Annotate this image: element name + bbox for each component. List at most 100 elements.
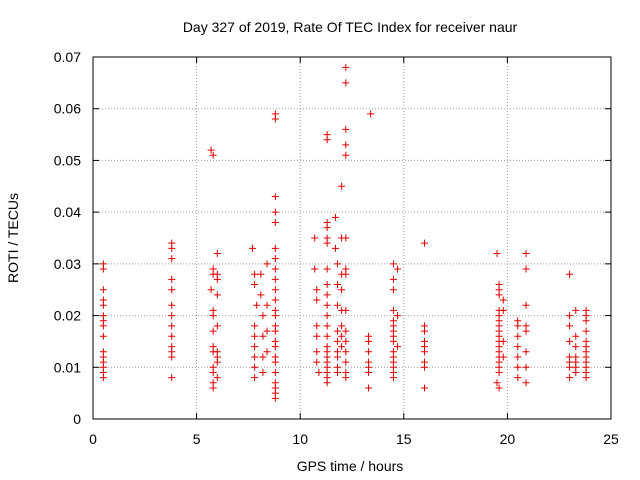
data-points — [99, 63, 590, 402]
data-point — [522, 327, 530, 335]
data-point — [313, 348, 321, 356]
data-point — [421, 363, 429, 371]
data-point — [99, 374, 107, 382]
data-point — [311, 234, 319, 242]
data-point — [365, 368, 373, 376]
data-point — [271, 394, 279, 402]
data-point — [323, 291, 331, 299]
data-point — [271, 296, 279, 304]
data-point — [263, 327, 271, 335]
data-point — [365, 348, 373, 356]
data-point — [271, 327, 279, 335]
data-point — [259, 353, 267, 361]
data-point — [213, 275, 221, 283]
data-point — [207, 286, 215, 294]
data-point — [168, 275, 176, 283]
data-point — [495, 368, 503, 376]
data-point — [582, 374, 590, 382]
chart-title: Day 327 of 2019, Rate Of TEC Index for r… — [183, 19, 518, 35]
data-point — [251, 374, 259, 382]
data-point — [168, 374, 176, 382]
x-tick-label: 10 — [292, 431, 308, 447]
data-point — [342, 306, 350, 314]
data-point — [168, 332, 176, 340]
data-point — [315, 368, 323, 376]
data-point — [333, 353, 341, 361]
x-tick-label: 0 — [89, 431, 97, 447]
data-point — [493, 379, 501, 387]
data-point — [271, 218, 279, 226]
data-point — [572, 306, 580, 314]
plot-frame — [92, 56, 612, 420]
data-point — [342, 270, 350, 278]
data-point — [251, 353, 259, 361]
y-tick-label: 0.02 — [54, 308, 81, 324]
y-axis-label: ROTI / TECUs — [5, 193, 21, 283]
data-point — [522, 301, 530, 309]
data-point — [338, 286, 346, 294]
data-point — [394, 312, 402, 320]
data-point — [365, 384, 373, 392]
data-point — [566, 363, 574, 371]
data-point — [251, 363, 259, 371]
data-point — [323, 239, 331, 247]
data-point — [213, 291, 221, 299]
data-point — [323, 322, 331, 330]
data-point — [514, 363, 522, 371]
data-point — [168, 301, 176, 309]
data-point — [213, 250, 221, 258]
x-axis-label: GPS time / hours — [297, 458, 404, 474]
data-point — [313, 296, 321, 304]
data-point — [421, 239, 429, 247]
data-point — [323, 312, 331, 320]
x-tick-label: 20 — [500, 431, 516, 447]
data-point — [342, 79, 350, 87]
data-point — [271, 368, 279, 376]
y-tick-label: 0.04 — [54, 204, 81, 220]
y-tick-label: 0.06 — [54, 101, 81, 117]
data-point — [342, 374, 350, 382]
data-point — [522, 363, 530, 371]
y-tick-label: 0.07 — [54, 49, 81, 65]
data-point — [168, 353, 176, 361]
data-point — [323, 301, 331, 309]
data-point — [209, 368, 217, 376]
data-point — [331, 213, 339, 221]
data-point — [495, 384, 503, 392]
data-point — [209, 312, 217, 320]
data-point — [566, 270, 574, 278]
data-point — [271, 275, 279, 283]
data-point — [499, 306, 507, 314]
data-point — [342, 337, 350, 345]
data-point — [251, 343, 259, 351]
data-point — [389, 337, 397, 345]
data-point — [323, 281, 331, 289]
y-tick-label: 0 — [73, 411, 81, 427]
data-point — [213, 322, 221, 330]
data-point — [271, 244, 279, 252]
data-point — [251, 332, 259, 340]
data-point — [333, 301, 341, 309]
data-point — [394, 265, 402, 273]
data-point — [259, 312, 267, 320]
data-point — [168, 255, 176, 263]
data-point — [323, 332, 331, 340]
data-point — [271, 312, 279, 320]
data-point — [342, 125, 350, 133]
data-point — [389, 286, 397, 294]
data-point — [522, 250, 530, 258]
data-point — [209, 327, 217, 335]
data-point — [522, 265, 530, 273]
data-point — [213, 374, 221, 382]
data-point — [421, 348, 429, 356]
data-point — [389, 260, 397, 268]
data-point — [566, 337, 574, 345]
data-point — [342, 234, 350, 242]
data-point — [514, 332, 522, 340]
data-point — [572, 343, 580, 351]
data-point — [333, 337, 341, 345]
data-point — [389, 306, 397, 314]
data-point — [342, 358, 350, 366]
data-point — [566, 322, 574, 330]
